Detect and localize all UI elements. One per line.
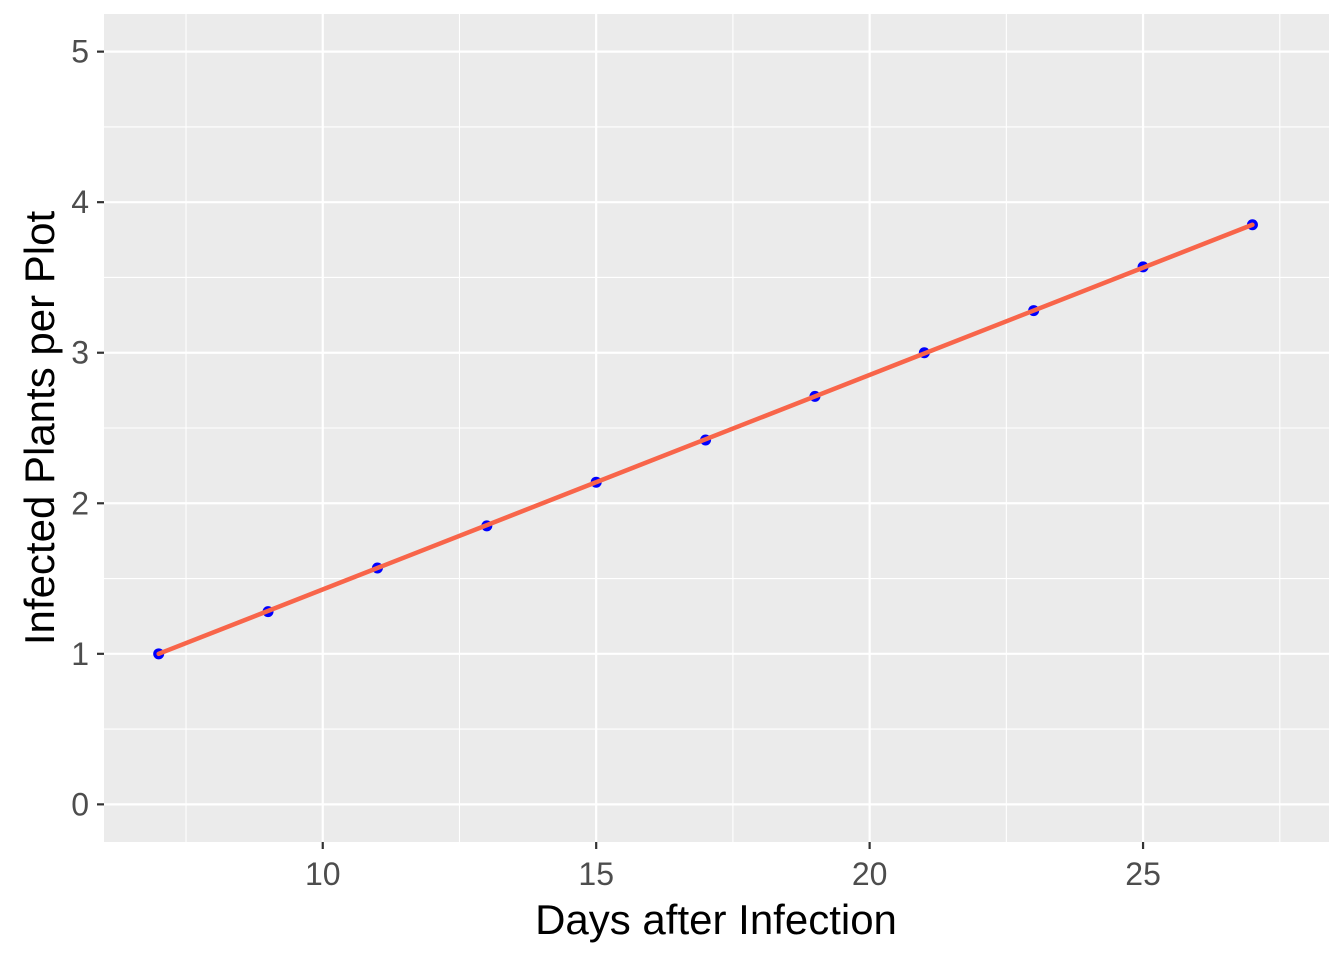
x-axis-title: Days after Infection	[535, 896, 897, 943]
y-tick-label: 1	[71, 636, 89, 672]
axis-ticks	[97, 50, 1145, 849]
grid-major	[104, 14, 1329, 842]
y-tick-label: 2	[71, 485, 89, 521]
series-line	[156, 222, 1255, 657]
tick-labels: 10 15 20 25 0 1 2 3 4 5	[71, 34, 1161, 892]
x-tick-label: 15	[578, 856, 614, 892]
y-tick-label: 3	[71, 335, 89, 371]
x-tick-label: 25	[1125, 856, 1161, 892]
x-tick-label: 10	[305, 856, 341, 892]
fitted-line	[156, 222, 1255, 657]
y-axis-title: Infected Plants per Plot	[16, 211, 63, 646]
y-tick-label: 4	[71, 184, 89, 220]
x-tick-label: 20	[852, 856, 888, 892]
y-tick-label: 5	[71, 34, 89, 70]
y-tick-label: 0	[71, 786, 89, 822]
